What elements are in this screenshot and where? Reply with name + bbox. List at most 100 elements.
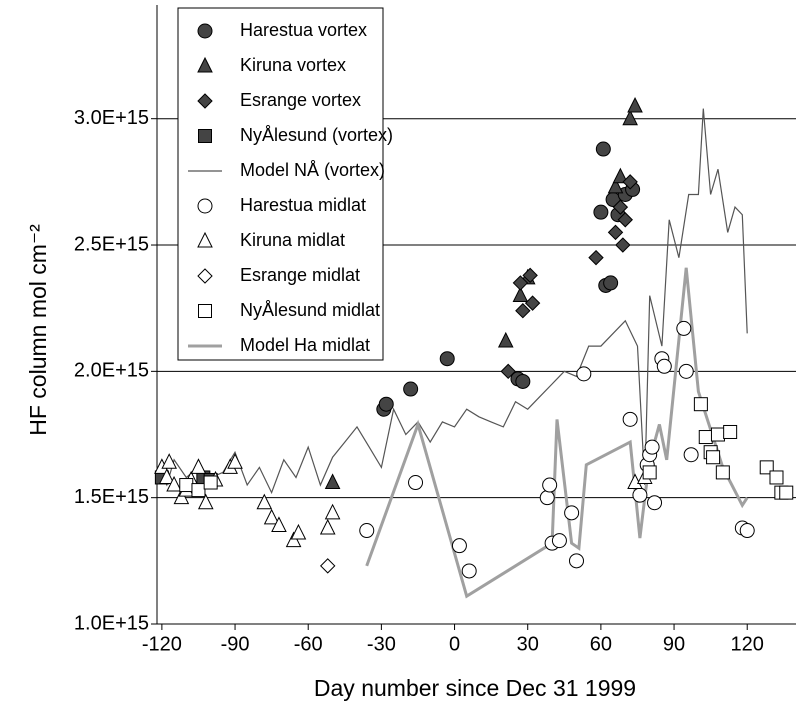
marker: [191, 483, 206, 498]
marker: [693, 397, 708, 412]
marker: [161, 453, 178, 469]
marker: [285, 531, 302, 548]
marker: [500, 363, 516, 380]
y-tick-label: 1.0E+15: [74, 612, 149, 634]
marker: [576, 366, 592, 382]
marker: [706, 450, 721, 465]
model-line: [156, 108, 748, 495]
marker: [403, 381, 419, 397]
marker: [271, 516, 287, 532]
legend-label: Kiruna midlat: [240, 230, 345, 250]
marker: [542, 477, 558, 493]
marker: [568, 553, 584, 569]
marker: [197, 231, 213, 248]
marker: [197, 268, 213, 284]
marker: [607, 224, 624, 241]
marker: [622, 411, 638, 427]
marker: [515, 303, 531, 319]
marker: [378, 396, 394, 412]
marker: [522, 267, 538, 284]
marker: [539, 490, 555, 506]
marker: [515, 373, 531, 389]
marker: [190, 458, 207, 474]
marker: [622, 109, 638, 126]
marker: [198, 129, 212, 143]
marker: [710, 427, 725, 442]
marker: [642, 465, 657, 480]
marker: [197, 56, 213, 73]
x-tick-label: -90: [221, 633, 250, 655]
marker: [319, 518, 336, 535]
marker: [197, 493, 214, 510]
x-tick-label: 90: [663, 633, 685, 655]
marker: [203, 475, 218, 490]
y-tick-label: 3.0E+15: [74, 107, 149, 129]
legend-label: NyÅlesund midlat: [240, 300, 380, 320]
marker: [497, 331, 514, 348]
legend-label: Kiruna vortex: [240, 55, 346, 75]
marker: [173, 488, 190, 505]
marker: [461, 563, 477, 579]
marker: [715, 465, 730, 480]
marker: [617, 212, 633, 228]
legend-label: Model NÅ (vortex): [240, 160, 385, 180]
marker: [588, 249, 604, 266]
marker: [656, 358, 672, 374]
marker: [263, 508, 280, 525]
marker: [451, 538, 467, 554]
y-tick-label: 1.5E+15: [74, 486, 149, 508]
legend-label: Harestua vortex: [240, 20, 367, 40]
marker: [512, 286, 529, 303]
marker: [698, 430, 713, 445]
legend-label: Esrange midlat: [240, 265, 360, 285]
marker: [197, 93, 213, 109]
x-axis-label: Day number since Dec 31 1999: [314, 675, 636, 701]
marker: [683, 447, 699, 463]
marker: [439, 351, 455, 367]
marker: [632, 487, 648, 503]
legend-label: Esrange vortex: [240, 90, 361, 110]
marker: [647, 495, 663, 511]
marker: [320, 558, 336, 574]
legend-box: [177, 7, 384, 361]
y-tick-label: 2.5E+15: [74, 233, 149, 255]
marker: [166, 475, 182, 492]
marker: [595, 141, 611, 157]
marker: [644, 439, 660, 455]
x-tick-label: 60: [590, 633, 612, 655]
y-tick-label: 2.0E+15: [74, 360, 149, 382]
marker: [359, 523, 375, 539]
marker: [197, 23, 213, 39]
marker: [779, 485, 794, 500]
marker: [551, 533, 567, 549]
marker: [769, 470, 784, 485]
legend-label: NyÅlesund (vortex): [240, 125, 393, 145]
marker: [324, 473, 341, 490]
marker: [408, 475, 424, 491]
x-tick-label: 30: [517, 633, 539, 655]
marker: [158, 468, 175, 484]
marker: [627, 96, 643, 113]
legend-label: Harestua midlat: [240, 195, 366, 215]
marker: [197, 198, 213, 214]
marker: [512, 275, 529, 291]
marker: [615, 237, 631, 253]
marker: [603, 275, 619, 291]
legend-label: Model Ha midlat: [240, 335, 370, 355]
marker: [593, 204, 609, 220]
y-axis-label: HF column mol cm⁻²: [25, 224, 51, 436]
marker: [607, 177, 624, 194]
marker: [227, 453, 243, 469]
plot-area: [154, 96, 794, 599]
marker: [198, 304, 212, 318]
marker: [612, 199, 629, 215]
marker: [622, 174, 638, 190]
marker: [290, 523, 307, 540]
marker: [739, 523, 755, 539]
marker: [524, 295, 541, 311]
marker: [324, 503, 341, 520]
marker: [179, 478, 194, 493]
x-tick-label: 120: [731, 633, 764, 655]
x-tick-label: -30: [367, 633, 396, 655]
